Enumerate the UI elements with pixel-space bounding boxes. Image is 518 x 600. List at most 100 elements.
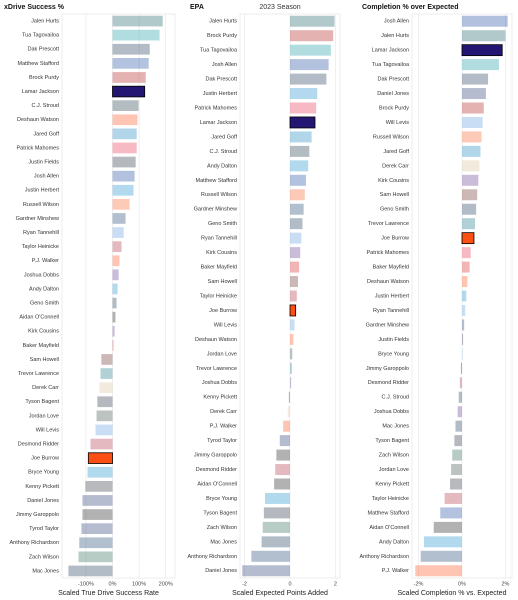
y-tick-label: C.J. Stroud [209,149,237,155]
y-tick-label: Trevor Lawrence [196,366,237,372]
y-tick-label: Joshua Dobbs [202,380,237,386]
y-tick-label: Patrick Mahomes [195,105,238,111]
bar [290,102,317,114]
y-tick-label: P.J. Walker [210,424,237,430]
bar [462,189,478,201]
y-tick-label: Jimmy Garoppolo [194,453,237,459]
y-tick-label: P.J. Walker [382,568,409,574]
bar [415,565,462,577]
y-tick-label: Derek Carr [32,385,59,391]
y-tick-label: Bryce Young [206,496,237,502]
bar [242,565,290,577]
y-tick-label: Desmond Ridder [18,442,59,448]
y-tick-label: Taylor Heinicke [372,496,409,502]
y-tick-label: Taylor Heinicke [22,244,59,250]
bar [461,44,503,57]
y-tick-label: Ryan Tannehill [201,236,237,242]
y-tick-label: Kirk Cousins [378,178,409,184]
x-tick-label: 0% [458,581,466,587]
bar [290,290,297,302]
y-tick-label: Russell Wilson [23,202,59,208]
y-tick-label: Taylor Heinicke [200,293,237,299]
bar [90,438,113,450]
bar [112,15,163,27]
y-tick-label: Gardner Minshew [16,216,59,222]
bar [112,269,119,281]
bar [81,523,113,535]
y-tick-label: Matthew Stafford [18,61,59,67]
bar [290,160,309,172]
bar [457,406,462,418]
y-tick-label: Mac Jones [382,424,409,430]
y-tick-label: Justin Fields [28,160,59,166]
bar [96,410,113,422]
y-tick-label: Joshua Dobbs [24,272,59,278]
y-tick-label: Daniel Jones [205,568,237,574]
y-tick-label: Sam Howell [30,357,59,363]
y-tick-label: Daniel Jones [27,498,59,504]
bar [289,304,297,317]
bar [420,550,462,562]
y-tick-label: Gardner Minshew [194,207,237,213]
y-tick-label: Mac Jones [32,568,59,574]
bar [462,116,483,128]
y-tick-label: Jared Goff [383,149,409,155]
bar [423,536,462,548]
y-tick-label: Aidan O'Connell [369,525,409,531]
y-tick-label: Geno Smith [30,301,59,307]
y-tick-label: Zach Wilson [207,525,237,531]
y-tick-label: Will Levis [386,120,409,126]
bar [462,290,467,302]
y-tick-label: Jared Goff [33,131,59,137]
y-tick-label: Brock Purdy [379,105,409,111]
x-tick-label: -2 [242,581,247,587]
y-tick-label: Derek Carr [382,163,409,169]
bar [265,492,290,504]
y-tick-label: Joshua Dobbs [374,409,409,415]
y-tick-label: Trevor Lawrence [368,221,409,227]
bar [290,73,327,85]
y-tick-label: Josh Allen [34,174,59,180]
x-tick-label: 0 [288,581,291,587]
bar [290,131,312,143]
y-tick-label: Jimmy Garoppolo [366,366,409,372]
bar [462,102,484,114]
y-tick-label: Tyson Bagent [203,510,237,516]
y-tick-label: Trevor Lawrence [18,371,59,377]
y-tick-label: Kenny Pickett [375,481,409,487]
panel-title: xDrive Success % [4,4,65,11]
bar [462,333,464,345]
bar [82,509,113,520]
y-tick-label: Tua Tagovailoa [372,62,410,68]
y-tick-label: Justin Herbert [203,91,238,97]
bar [99,382,113,394]
bar [112,72,146,83]
y-tick-label: Deshaun Watson [367,279,409,285]
bar [452,449,462,461]
y-tick-label: Jalen Hurts [381,33,409,39]
panel-title: EPA [190,4,204,11]
bar [112,198,130,210]
bar [462,131,482,143]
y-tick-label: Baker Mayfield [23,343,59,349]
bar [290,145,310,157]
y-tick-label: Aidan O'Connell [19,315,59,321]
bar [82,495,113,506]
y-tick-label: Desmond Ridder [196,467,237,473]
y-tick-label: Tua Tagovailoa [22,33,60,39]
bar [290,333,294,345]
x-axis-title: Scaled Completion % vs. Expected [398,590,507,597]
y-tick-label: Justin Herbert [25,188,60,194]
bar [112,114,138,126]
y-tick-label: Geno Smith [380,207,409,213]
x-tick-label: 2% [502,581,510,587]
bar [85,480,113,492]
y-tick-label: Zach Wilson [379,453,409,459]
y-tick-label: Ryan Tannehill [23,230,59,236]
y-tick-label: Desmond Ridder [368,380,409,386]
x-tick-label: 0% [109,581,117,587]
bar [462,15,508,27]
x-tick-label: -100% [78,581,94,587]
bar [279,435,290,447]
